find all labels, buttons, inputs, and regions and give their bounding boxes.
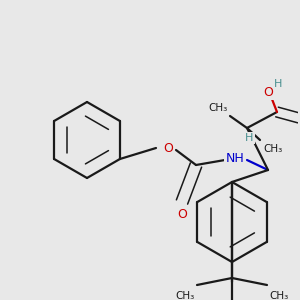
Text: CH₃: CH₃ (263, 144, 283, 154)
Text: H: H (245, 133, 253, 143)
Text: CH₃: CH₃ (208, 103, 228, 113)
Text: NH: NH (226, 152, 244, 164)
Text: O: O (299, 112, 300, 124)
Text: O: O (163, 142, 173, 154)
Text: H: H (274, 79, 282, 89)
Text: CH₃: CH₃ (269, 291, 289, 300)
Text: O: O (177, 208, 187, 220)
Text: O: O (263, 85, 273, 98)
Text: CH₃: CH₃ (176, 291, 195, 300)
